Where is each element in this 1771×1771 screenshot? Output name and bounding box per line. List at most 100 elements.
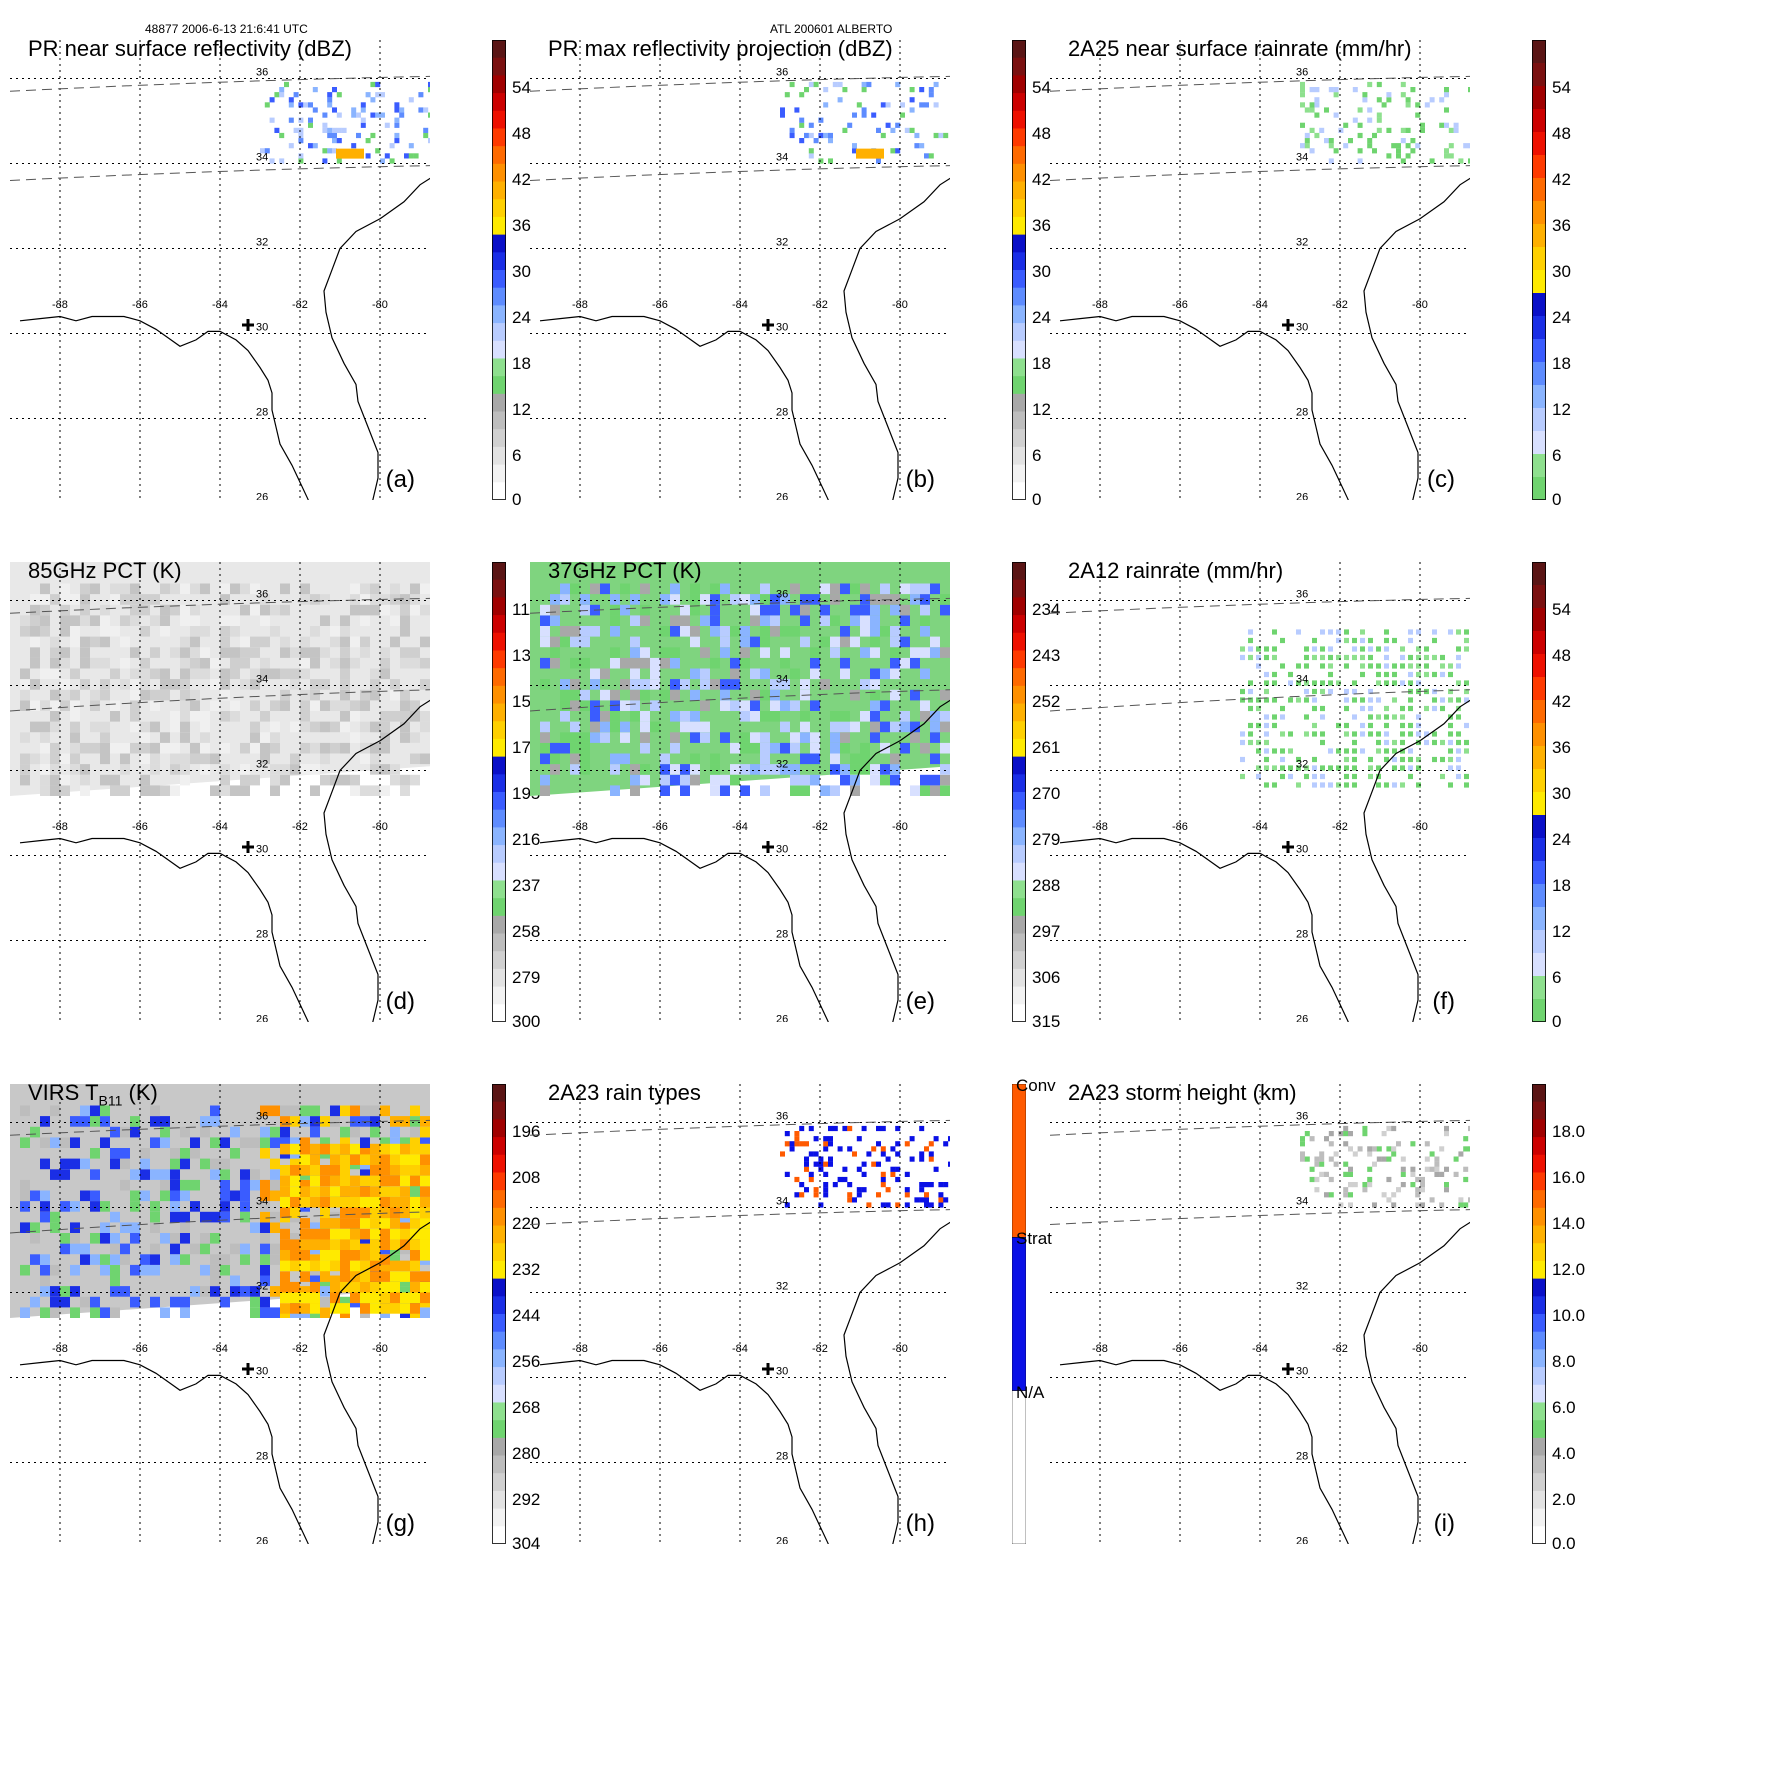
rain-cell: [1357, 122, 1363, 128]
colorbar-swatch: [492, 411, 506, 430]
swath-cell: [70, 1233, 80, 1244]
rain-cell: [1240, 756, 1245, 763]
colorbar-swatch: [1012, 579, 1026, 598]
swath-cell: [540, 626, 550, 637]
swath-cell: [70, 689, 80, 701]
swath-cell: [190, 1243, 200, 1255]
rain-cell: [1444, 153, 1449, 159]
swath-cell: [610, 604, 620, 616]
rain-cell: [1456, 756, 1461, 763]
swath-cell: [260, 636, 270, 648]
swath-cell: [940, 711, 950, 722]
swath-cell: [580, 594, 590, 605]
swath-cell: [670, 615, 680, 626]
lat-label: 30: [256, 1366, 268, 1378]
swath-cell-warm: [320, 1207, 330, 1219]
colorbar-swatch: [492, 1402, 506, 1421]
panel-letter: (b): [905, 466, 935, 493]
swath-cell-warm: [420, 1196, 430, 1208]
swath-cell: [630, 636, 640, 648]
swath-cell: [850, 785, 860, 796]
colorbar-swatch: [492, 933, 506, 952]
rain-cell: [1464, 697, 1469, 703]
rain-cell: [1320, 680, 1325, 686]
colorbar-swatch: [1532, 1278, 1546, 1297]
lat-label: 32: [256, 237, 268, 249]
swath-cell: [60, 594, 70, 605]
colorbar-tick-label: 18: [1032, 354, 1051, 373]
rain-cell: [1464, 739, 1469, 746]
swath-cell: [170, 764, 180, 775]
rain-cell: [1424, 731, 1429, 737]
colorbar-swatch: [1532, 1367, 1546, 1386]
colorbar-swatch: [1532, 976, 1546, 1000]
rain-cell: [924, 1146, 929, 1152]
swath-cell: [930, 774, 940, 786]
swath-cell: [350, 604, 360, 616]
swath-cell-warm: [350, 1143, 360, 1155]
rain-cell: [1400, 81, 1406, 88]
rain-cell: [1280, 748, 1285, 754]
rain-cell: [1312, 637, 1317, 644]
rain-cell: [1256, 663, 1261, 669]
swath-cell: [300, 1179, 310, 1191]
swath-cell: [860, 626, 870, 637]
colorbar-swatch: [492, 792, 506, 811]
rain-cell: [924, 1202, 929, 1208]
rain-cell: [842, 1176, 848, 1183]
swath-cell: [830, 742, 840, 754]
rain-cell: [1312, 697, 1317, 703]
swath-cell: [640, 604, 650, 616]
colorbar-swatch: [1012, 252, 1026, 271]
rain-cell: [1312, 756, 1317, 763]
swath-cell: [680, 785, 690, 796]
swath-cell-warm: [410, 1218, 420, 1229]
swath-edge-south: [530, 689, 950, 712]
swath-cell-warm: [400, 1143, 410, 1155]
swath-cell: [400, 732, 410, 743]
swath-cell: [630, 711, 640, 722]
rain-cell: [322, 148, 328, 154]
lat-label: 36: [776, 589, 788, 601]
rain-cell: [804, 132, 809, 139]
panel-i: 2A23 storm height (km) 36 34 32 30 28 26 -88 -86…: [1040, 1044, 1585, 1564]
swath-cell: [80, 1158, 90, 1170]
swath-cell: [310, 700, 320, 711]
lat-label: 26: [776, 1014, 788, 1023]
rain-cell: [1391, 143, 1397, 149]
coastline: [539, 699, 950, 1022]
swath-cell: [260, 1254, 270, 1265]
swath-cell: [250, 732, 260, 743]
colorbar-swatch: [492, 1437, 506, 1457]
swath-cell: [330, 636, 340, 648]
colorbar-swatch: [1532, 838, 1546, 862]
rain-cell: [876, 1192, 881, 1198]
rain-cell: [428, 81, 430, 88]
panel-title-subscript: B11: [98, 1092, 123, 1109]
swath-cell: [380, 742, 390, 754]
swath-cell: [610, 711, 620, 722]
rain-cell: [1416, 663, 1421, 669]
swath-cell: [360, 753, 370, 765]
rain-cell: [1444, 1125, 1449, 1132]
rain-cell: [1432, 629, 1437, 635]
rain-cell: [1368, 646, 1373, 652]
swath-cell-warm: [320, 1218, 330, 1229]
rain-cell: [1309, 127, 1315, 133]
swath-cell: [760, 732, 770, 743]
swath-cell-warm: [300, 1196, 310, 1208]
rain-cell: [823, 1141, 829, 1147]
swath-cell: [410, 1137, 420, 1148]
swath-cell: [370, 785, 380, 796]
swath-cell: [830, 647, 840, 658]
swath-cell: [850, 774, 860, 786]
rain-cell: [1439, 97, 1445, 103]
swath-cell: [420, 604, 430, 616]
swath-cell: [250, 1307, 260, 1318]
rain-cell: [1344, 637, 1349, 644]
rain-cell: [1384, 714, 1389, 720]
swath-cell: [340, 626, 350, 637]
colorbar-swatch: [492, 898, 506, 917]
rain-cell: [1343, 1187, 1349, 1193]
